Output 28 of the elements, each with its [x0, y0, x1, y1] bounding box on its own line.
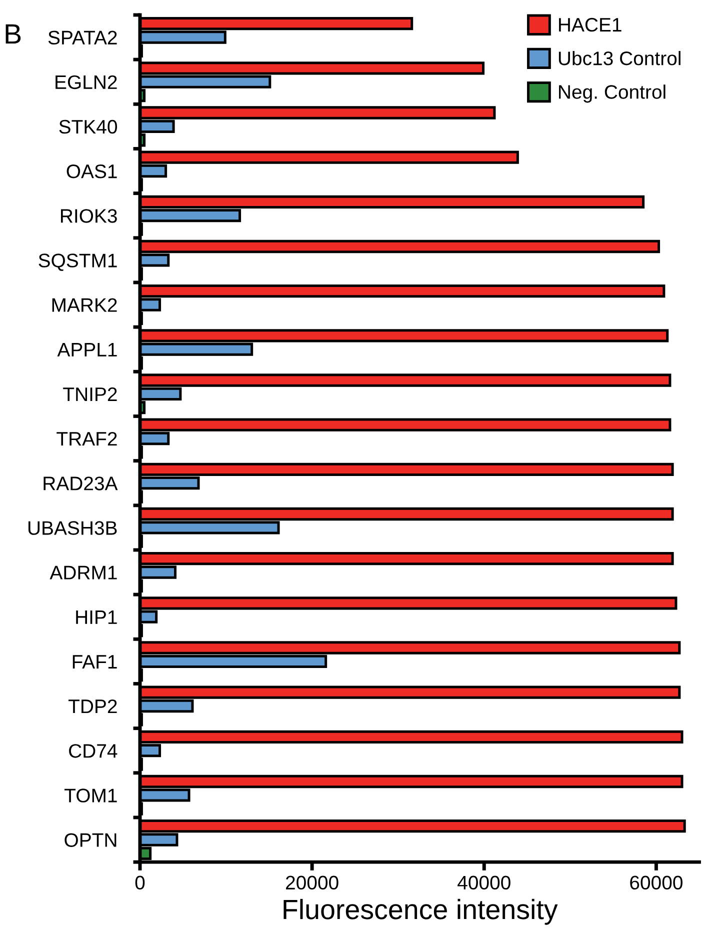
- y-tick-label: SQSTM1: [38, 254, 117, 271]
- x-tick-label: 20000: [286, 876, 338, 890]
- y-tick-label: CD74: [69, 744, 118, 758]
- x-tick-label: 60000: [630, 876, 682, 890]
- text: B: [6, 24, 21, 44]
- y-tick-label: APPL1: [57, 343, 117, 356]
- y-tick-label: HIP1: [76, 610, 117, 624]
- y-tick-label: RIOK3: [61, 209, 117, 223]
- y-tick-label: SPATA2: [48, 30, 117, 45]
- y-tick-label: UBASH3B: [28, 521, 117, 535]
- y-tick-label: RAD23A: [44, 476, 118, 490]
- y-tick-label: TOM1: [64, 788, 117, 802]
- x-axis-title: Fluorescence intensity: [284, 898, 558, 925]
- y-tick-label: TNIP2: [63, 387, 117, 401]
- legend-label: HACE1: [559, 18, 622, 32]
- y-tick-label: ADRM1: [50, 566, 117, 580]
- x-tick-label: 40000: [458, 876, 510, 890]
- y-tick-label: MARK2: [52, 298, 117, 312]
- y-tick-label: OAS1: [66, 164, 117, 178]
- y-tick-label: EGLN2: [56, 75, 117, 90]
- x-tick-label: 0: [135, 876, 145, 890]
- legend-label: Neg. Control: [559, 84, 666, 103]
- y-tick-label: TDP2: [68, 699, 117, 714]
- y-tick-label: STK40: [59, 120, 118, 134]
- y-tick-label: OPTN: [64, 833, 116, 847]
- y-tick-label: FAF1: [72, 655, 117, 668]
- legend-label: Ubc13 Control: [558, 50, 680, 66]
- y-tick-label: TRAF2: [56, 432, 117, 446]
